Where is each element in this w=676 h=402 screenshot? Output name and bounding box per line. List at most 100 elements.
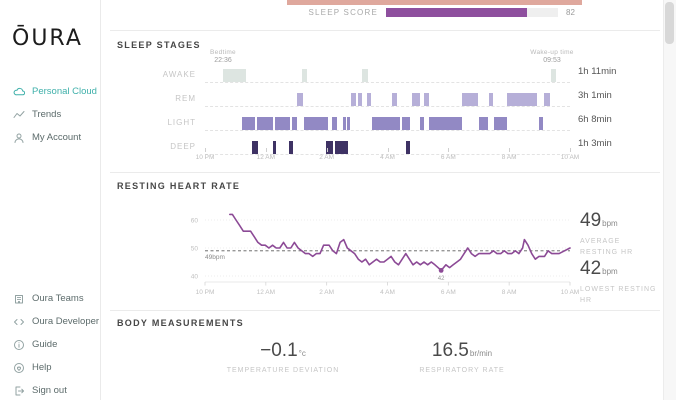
- stage-bar-deep: [406, 141, 411, 154]
- sidebar-item-oura-teams[interactable]: Oura Teams: [0, 287, 100, 310]
- trends-icon: [13, 109, 25, 121]
- stage-bar-light: [343, 117, 346, 130]
- sidebar-item-label: Guide: [32, 339, 58, 350]
- stage-bar-awake: [551, 69, 557, 82]
- x-axis-tick: [570, 148, 571, 152]
- x-tick-label: 10 AM: [561, 289, 579, 296]
- bedtime-label: Bedtime: [210, 49, 236, 56]
- stage-bar-deep: [289, 141, 293, 154]
- stage-bar-awake: [302, 69, 307, 82]
- stage-bar-light: [242, 117, 255, 130]
- x-axis-tick: [387, 148, 389, 152]
- stage-bar-rem: [391, 93, 397, 106]
- stage-bar-light: [479, 117, 488, 130]
- sidebar-item-trends[interactable]: Trends: [0, 103, 100, 126]
- stat-number: 16.5: [431, 340, 469, 361]
- stage-label: REM: [175, 94, 196, 103]
- stage-bar-light: [372, 117, 400, 130]
- stage-bar-awake: [222, 69, 246, 82]
- sidebar-item-sign-out[interactable]: Sign out: [0, 379, 100, 402]
- wakeup-note: Wake-up time 09:53: [520, 49, 584, 64]
- stage-bar-light: [332, 117, 337, 130]
- x-axis-tick: [326, 148, 328, 152]
- stat-number: −0.1: [260, 340, 298, 361]
- stat-caption: AVERAGE RESTING HR: [580, 238, 634, 256]
- y-tick-label: 40: [191, 274, 199, 281]
- stat-caption: LOWEST RESTING HR: [580, 286, 657, 304]
- heart-rate-line: [229, 213, 571, 272]
- resting-heart-rate-title: RESTING HEART RATE: [117, 181, 241, 191]
- temperature-deviation-stat: −0.1°c TEMPERATURE DEVIATION: [198, 340, 368, 377]
- sidebar-item-oura-developer[interactable]: Oura Developer: [0, 310, 100, 333]
- stage-baseline: [205, 82, 570, 83]
- divider: [110, 310, 660, 311]
- x-axis-tick-label: 8 AM: [501, 154, 517, 161]
- sidebar-item-my-account[interactable]: My Account: [0, 126, 100, 149]
- x-axis-tick: [205, 148, 206, 152]
- cloud-icon: [13, 86, 25, 98]
- stage-duration: 1h 11min: [578, 66, 617, 77]
- sidebar-item-label: Personal Cloud: [32, 86, 97, 97]
- stage-baseline: [205, 154, 570, 155]
- stat-unit: bpm: [602, 219, 618, 228]
- stage-bar-rem: [544, 93, 550, 106]
- sleep-score-bar-fill: [386, 8, 528, 17]
- stage-duration: 6h 8min: [578, 114, 612, 125]
- x-axis-tick-label: 10 AM: [560, 154, 580, 161]
- x-tick-label: 8 AM: [502, 289, 517, 296]
- lowest-resting-hr-stat: 42bpm LOWEST RESTING HR: [580, 258, 658, 306]
- respiratory-rate-stat: 16.5br/min RESPIRATORY RATE: [377, 340, 547, 377]
- developer-icon: [13, 316, 25, 328]
- scrollbar-thumb[interactable]: [665, 2, 674, 44]
- stage-bar-light: [275, 117, 291, 130]
- sleep-score-value: 82: [566, 8, 575, 17]
- stage-bar-deep: [334, 141, 349, 154]
- sidebar-item-label: Trends: [32, 109, 62, 120]
- account-icon: [13, 132, 25, 144]
- sidebar-item-personal-cloud[interactable]: Personal Cloud: [0, 80, 100, 103]
- stage-duration: 1h 3min: [578, 138, 612, 149]
- stage-bar-light: [347, 117, 351, 130]
- stat-unit: br/min: [469, 349, 493, 358]
- sleep-stages-title: SLEEP STAGES: [117, 40, 201, 50]
- x-axis-tick: [509, 148, 511, 152]
- sidebar-item-label: Oura Teams: [32, 293, 84, 304]
- average-resting-hr-stat: 49bpm AVERAGE RESTING HR: [580, 210, 658, 258]
- stat-value: 42bpm: [580, 258, 658, 280]
- y-tick-label: 50: [191, 246, 199, 253]
- x-axis-tick: [265, 148, 267, 152]
- divider: [110, 30, 660, 31]
- sidebar-item-help[interactable]: Help: [0, 356, 100, 379]
- stage-bar-deep: [326, 141, 334, 154]
- stage-bar-deep: [252, 141, 258, 154]
- heart-rate-chart: 60 50 40 10 PM 12 AM 2 AM 4 AM 6 AM 8 AM 10 AM 49b…: [191, 213, 579, 296]
- stage-bar-light: [304, 117, 328, 130]
- lowest-hr-point-label: 42: [438, 276, 445, 282]
- guide-icon: [13, 339, 25, 351]
- x-axis-tick-label: 6 AM: [440, 154, 456, 161]
- stage-bar-light: [402, 117, 411, 130]
- divider: [110, 172, 660, 173]
- stage-bar-rem: [462, 93, 478, 106]
- stage-bar-light: [420, 117, 424, 130]
- x-axis-tick: [448, 148, 450, 152]
- stat-unit: bpm: [602, 267, 618, 276]
- stage-bar-rem: [507, 93, 538, 106]
- stage-bar-rem: [488, 93, 494, 106]
- stat-number: 49: [580, 210, 602, 231]
- stage-label: DEEP: [170, 142, 196, 151]
- lowest-hr-point: [438, 268, 444, 273]
- stage-duration: 3h 1min: [578, 90, 612, 101]
- help-icon: [13, 362, 25, 374]
- stat-caption: RESPIRATORY RATE: [419, 367, 505, 374]
- stat-value: −0.1°c: [198, 340, 368, 362]
- stage-bar-light: [539, 117, 544, 130]
- stage-bar-rem: [357, 93, 362, 106]
- bedtime-note: Bedtime 22:36: [191, 49, 255, 64]
- wakeup-label: Wake-up time: [530, 49, 574, 56]
- stat-value: 49bpm: [580, 210, 658, 232]
- sidebar-item-guide[interactable]: Guide: [0, 333, 100, 356]
- scrollbar-track[interactable]: [663, 0, 676, 400]
- stage-baseline: [205, 106, 570, 107]
- x-tick-label: 4 AM: [380, 289, 395, 296]
